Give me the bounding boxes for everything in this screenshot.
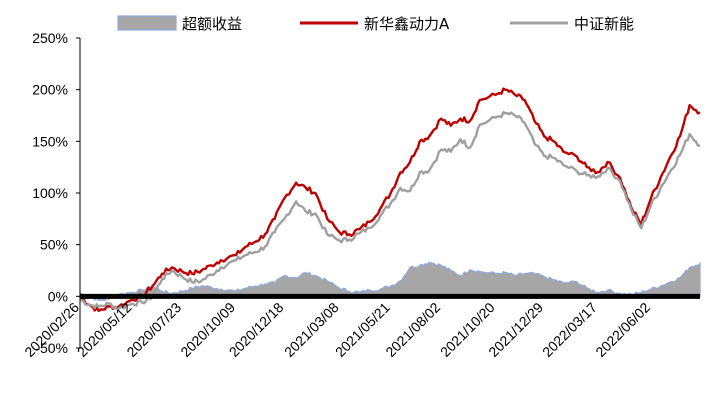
x-tick-label: 2020/07/23 <box>123 299 184 360</box>
lines-layer <box>79 87 701 312</box>
x-tick-label: 2021/08/02 <box>382 299 443 360</box>
y-tick-label: 50% <box>40 237 68 253</box>
series-area-excess-return <box>79 261 701 302</box>
area-layer <box>79 261 701 302</box>
y-tick-label: 150% <box>32 133 68 149</box>
legend-label: 超额收益 <box>182 15 242 33</box>
legend-item-2: 中证新能 <box>510 15 634 33</box>
legend: 超额收益 新华鑫动力A 中证新能 <box>117 15 634 33</box>
legend-item-1: 新华鑫动力A <box>300 15 450 33</box>
legend-label: 新华鑫动力A <box>364 15 450 33</box>
y-tick-label: -50% <box>35 340 68 356</box>
series-line-2 <box>79 111 701 311</box>
x-tick-label: 2022/03/17 <box>539 299 600 360</box>
axes-layer: -50%0%50%100%150%200%250%2020/02/262020/… <box>21 30 700 360</box>
y-tick-label: 100% <box>32 185 68 201</box>
legend-item-0: 超额收益 <box>117 15 242 33</box>
series-line-1 <box>79 87 701 312</box>
legend-label: 中证新能 <box>574 15 634 33</box>
legend-swatch-area <box>117 15 177 31</box>
y-tick-label: 250% <box>32 30 68 46</box>
y-tick-label: 0% <box>48 288 68 304</box>
y-tick-label: 200% <box>32 82 68 98</box>
x-tick-label: 2022/06/02 <box>592 299 653 360</box>
